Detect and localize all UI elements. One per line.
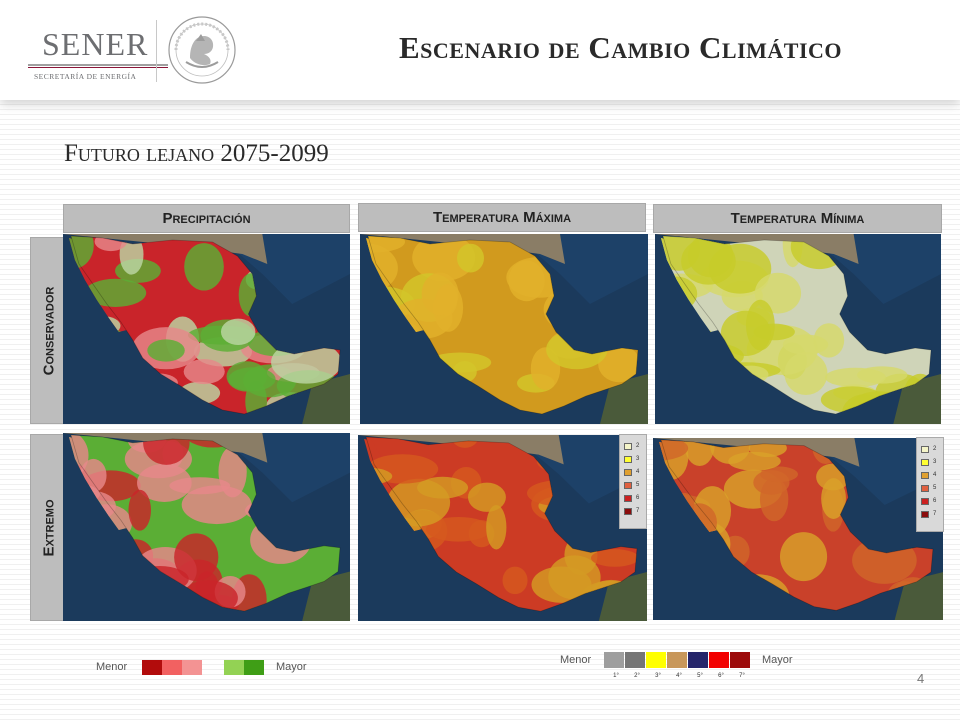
precip-legend-swatch (142, 660, 162, 675)
temp-legend-high-label: Mayor (762, 654, 793, 666)
map-key-swatch (624, 482, 632, 489)
precip-legend-swatch (224, 660, 244, 675)
map-conservador-precipitacion (63, 234, 350, 424)
precip-legend-low-label: Menor (96, 661, 128, 673)
map-key-swatch (921, 498, 929, 505)
row-header-extremo: Extremo (30, 434, 67, 621)
page-number: 4 (917, 671, 925, 686)
header-bar: SENER SECRETARÍA DE ENERGÍA Escenario de… (0, 0, 960, 100)
logo-rule-accent (28, 67, 168, 68)
map-extremo-temp-min (653, 438, 943, 620)
map-key-swatch (921, 459, 929, 466)
map-conservador-temp-max (360, 234, 648, 424)
map-key-temp-max: 2 3 4 5 6 7 (619, 434, 647, 529)
header-divider (156, 20, 157, 82)
page-title: Escenario de Cambio Climático (399, 30, 843, 65)
temp-legend-swatch (709, 652, 729, 668)
map-key-temp-min: 2 3 4 5 6 7 (916, 437, 944, 532)
sener-logo: SENER SECRETARÍA DE ENERGÍA (28, 26, 168, 81)
map-key-swatch (624, 508, 632, 515)
map-key-label: 4 (636, 469, 640, 475)
row-header-conservador: Conservador (30, 237, 67, 424)
map-key-label: 7 (636, 508, 640, 514)
map-key-swatch (624, 456, 632, 463)
temp-legend-tick: 7° (739, 673, 745, 679)
temp-legend-swatch (646, 652, 666, 668)
precip-legend-swatch (182, 660, 202, 675)
temp-legend-tick: 5° (697, 673, 703, 679)
map-region-mexico (68, 235, 341, 415)
map-key-label: 2 (933, 446, 937, 452)
precip-legend-swatch (244, 660, 264, 675)
map-conservador-temp-min (655, 234, 941, 424)
map-key-label: 2 (636, 443, 640, 449)
temp-legend-swatch (730, 652, 750, 668)
temp-legend-tick: 6° (718, 673, 724, 679)
map-key-label: 5 (933, 485, 937, 491)
logo-wordmark: SENER (42, 26, 149, 62)
map-key-swatch (624, 443, 632, 450)
logo-rule (28, 64, 168, 66)
page-subtitle: Futuro lejano 2075-2099 (64, 140, 329, 167)
precip-legend-high-label: Mayor (276, 661, 307, 673)
column-header-temp-min: Temperatura Mínima (653, 204, 942, 233)
map-extremo-precipitacion (63, 433, 350, 621)
map-key-label: 3 (636, 456, 640, 462)
map-key-swatch (624, 469, 632, 476)
map-key-label: 5 (636, 482, 640, 488)
temp-legend-low-label: Menor (560, 654, 592, 666)
map-key-swatch (921, 511, 929, 518)
map-key-label: 3 (933, 459, 937, 465)
mexican-seal-icon (166, 14, 238, 86)
row-label-conservador: Conservador (40, 286, 57, 375)
logo-subtitle: SECRETARÍA DE ENERGÍA (34, 72, 137, 81)
column-header-temp-max: Temperatura Máxima (358, 203, 646, 232)
temp-legend-tick: 1° (613, 673, 619, 679)
map-key-swatch (921, 485, 929, 492)
column-header-precipitacion: Precipitación (63, 204, 350, 233)
map-key-swatch (921, 472, 929, 479)
map-key-swatch (624, 495, 632, 502)
temp-legend-swatch (625, 652, 645, 668)
map-extremo-temp-max (358, 435, 647, 621)
temp-legend-swatch (604, 652, 624, 668)
temp-legend-tick: 4° (676, 673, 682, 679)
map-key-label: 6 (636, 495, 640, 501)
map-key-swatch (921, 446, 929, 453)
temp-legend-tick: 3° (655, 673, 661, 679)
map-key-label: 6 (933, 498, 937, 504)
temp-legend-tick: 2° (634, 673, 640, 679)
map-key-label: 7 (933, 511, 937, 517)
temp-legend-swatch (688, 652, 708, 668)
temp-legend-swatch (667, 652, 687, 668)
row-label-extremo: Extremo (40, 498, 57, 557)
precip-legend-swatch (162, 660, 182, 675)
map-key-label: 4 (933, 472, 937, 478)
